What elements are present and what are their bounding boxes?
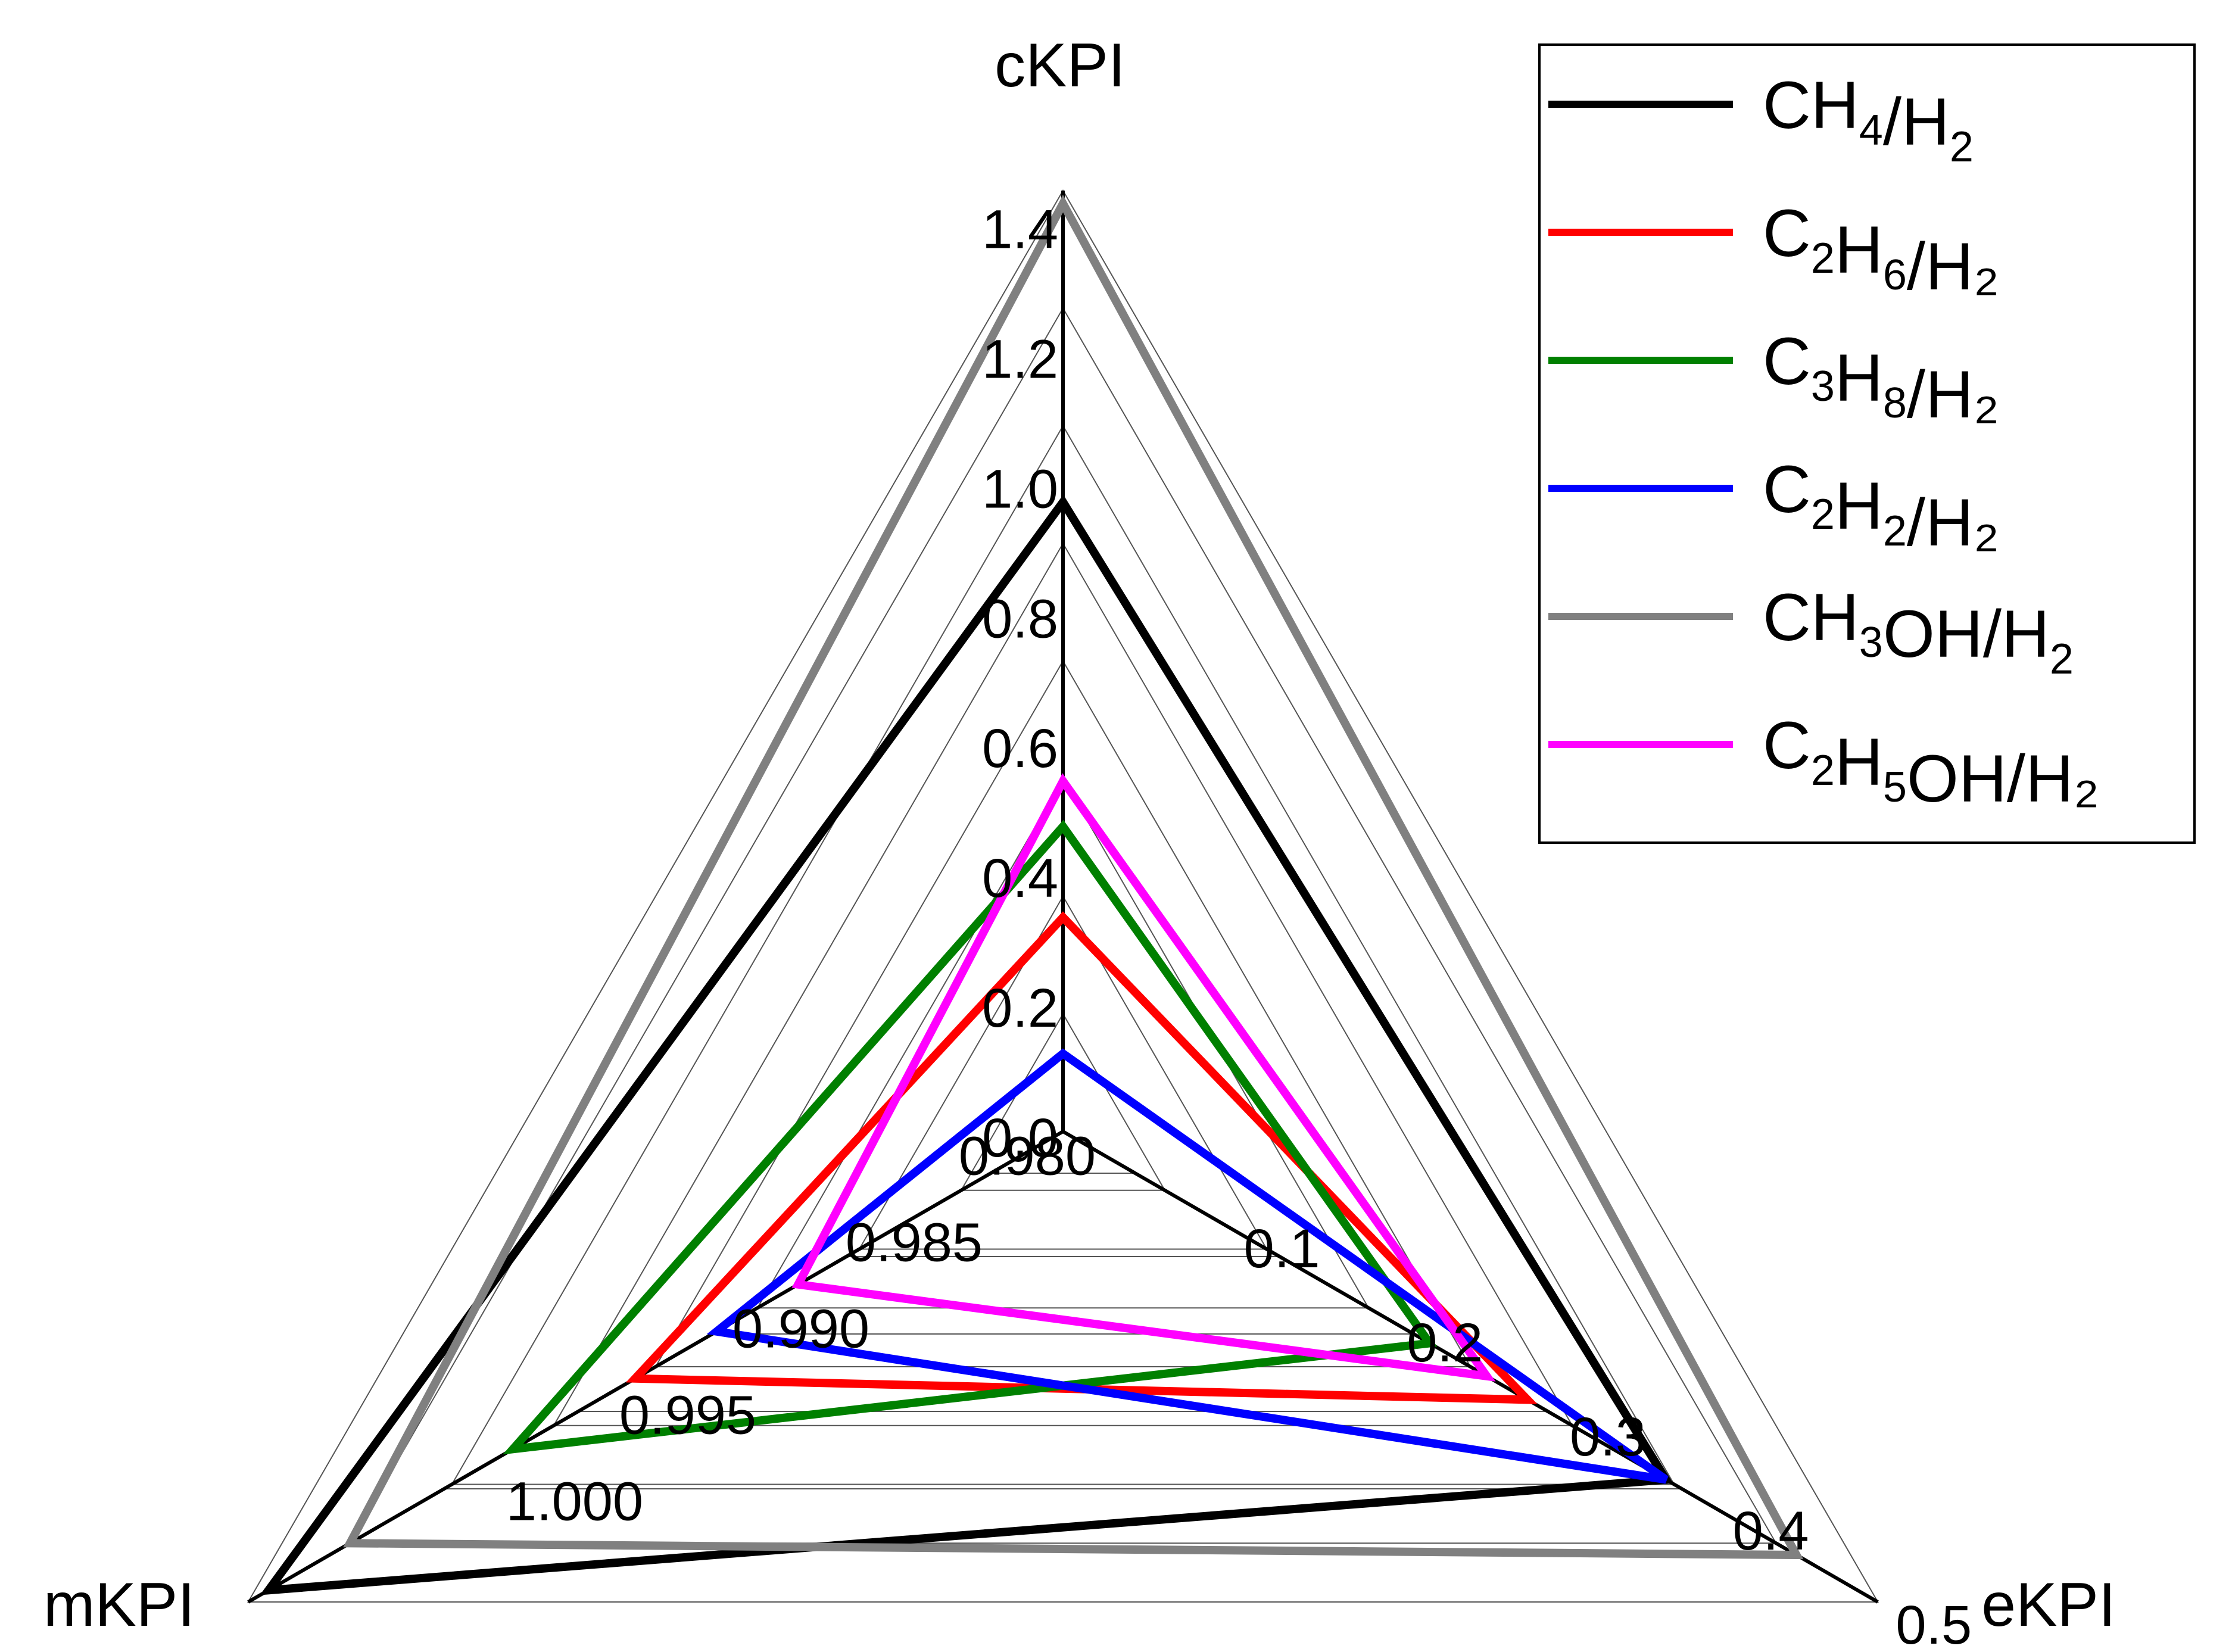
legend-text-part: H (1835, 213, 1883, 287)
tick-label: 0.2 (1407, 1313, 1483, 1373)
legend-text-part: H (1835, 725, 1883, 799)
legend-subscript: 8 (1883, 379, 1907, 427)
legend-subscript: 2 (1811, 747, 1835, 794)
series-line-2 (503, 819, 1438, 1455)
grid-ring (654, 660, 1472, 1367)
legend-subscript: 3 (1859, 619, 1883, 666)
tick-label: 0.1 (1244, 1218, 1320, 1279)
legend-text-part: CH (1763, 580, 1859, 654)
grid-ring (451, 424, 1675, 1485)
legend-entry-1: C2H6/H₂ (1763, 196, 1999, 304)
legend-text-part: H (1835, 341, 1883, 415)
legend-subscript: 2 (1950, 123, 1974, 171)
tick-label: 0.3 (1570, 1407, 1646, 1467)
tick-label: 1.000 (506, 1472, 643, 1532)
tick-label: 1.0 (982, 459, 1058, 519)
legend-text-part: OH/H (1883, 597, 2050, 671)
radar-axis-titles: cKPI eKPI mKPI (43, 31, 2116, 1639)
grid-ring (858, 895, 1268, 1250)
legend-text-part: OH/H₂ (1907, 741, 2099, 816)
tick-label: 0.985 (846, 1212, 983, 1273)
axis-mKPI (247, 1130, 1064, 1604)
tick-label: 1.4 (982, 199, 1058, 260)
legend-subscript: 2 (1811, 491, 1835, 538)
legend-subscript: 2 (1883, 507, 1907, 555)
tick-label: 0.0 (982, 1108, 1058, 1168)
legend-text-part: C (1763, 708, 1811, 783)
grid-ring (553, 542, 1573, 1426)
tick-label: 0.8 (982, 588, 1058, 649)
radar-axes (247, 191, 1879, 1604)
axis-title-eKPI: eKPI (1981, 1570, 2115, 1639)
series-line-0 (260, 494, 1673, 1595)
tick-label: 0.2 (982, 978, 1058, 1039)
tick-label: 1.2 (982, 329, 1058, 389)
grid-ring (348, 307, 1778, 1544)
legend-entry-2: C3H8/H₂ (1763, 324, 1999, 432)
legend-box (1538, 43, 2196, 844)
legend-subscript: 2 (2050, 635, 2074, 683)
legend-text-part: /H₂ (1907, 357, 1999, 432)
tick-label: 0.4 (982, 848, 1058, 909)
tick-label: 0.990 (732, 1299, 869, 1360)
legend-entry-5: C2H5OH/H₂ (1763, 708, 2099, 816)
legend-text-part: /H₂ (1907, 229, 1999, 304)
axis-eKPI (1062, 1130, 1879, 1604)
tick-label: 0.6 (982, 718, 1058, 779)
axis-title-cKPI: cKPI (995, 31, 1126, 100)
radar-series (260, 195, 1804, 1595)
legend-text-part: /H₂ (1907, 485, 1999, 560)
legend-subscript: 3 (1811, 363, 1835, 410)
chart-legend: CH4/H2C2H6/H₂C3H8/H₂C2H2/H₂CH3OH/H2C2H5O… (1538, 43, 2196, 844)
legend-subscript: 4 (1859, 107, 1883, 154)
series-line-4 (343, 195, 1804, 1560)
radar-tick-labels: 0.0 0.2 0.4 0.6 0.8 1.0 1.2 1.4 0.1 0.2 0.3 0.4 0.5 0… (506, 199, 1972, 1652)
tick-label: 0.5 (1896, 1595, 1972, 1652)
legend-entry-0: CH4/H2 (1763, 68, 1974, 171)
series-line-5 (791, 773, 1496, 1382)
legend-subscript: 6 (1883, 251, 1907, 299)
legend-text-part: C (1763, 452, 1811, 526)
legend-subscript: 5 (1883, 763, 1907, 811)
legend-text-part: C (1763, 324, 1811, 398)
legend-entry-3: C2H2/H₂ (1763, 452, 1999, 560)
legend-text-part: CH (1763, 68, 1859, 142)
grid-ring (960, 1012, 1166, 1191)
legend-subscript: 2 (1811, 235, 1835, 282)
tick-label: 0.980 (959, 1126, 1096, 1187)
grid-ring (247, 189, 1879, 1603)
legend-text-part: C (1763, 196, 1811, 270)
legend-entry-4: CH3OH/H2 (1763, 580, 2074, 683)
legend-text-part: H (1835, 469, 1883, 543)
legend-text-part: /H (1883, 85, 1950, 159)
axis-title-mKPI: mKPI (43, 1570, 195, 1639)
tick-label: 0.4 (1733, 1501, 1809, 1561)
tick-label: 0.995 (619, 1385, 756, 1446)
series-line-3 (706, 1048, 1669, 1484)
